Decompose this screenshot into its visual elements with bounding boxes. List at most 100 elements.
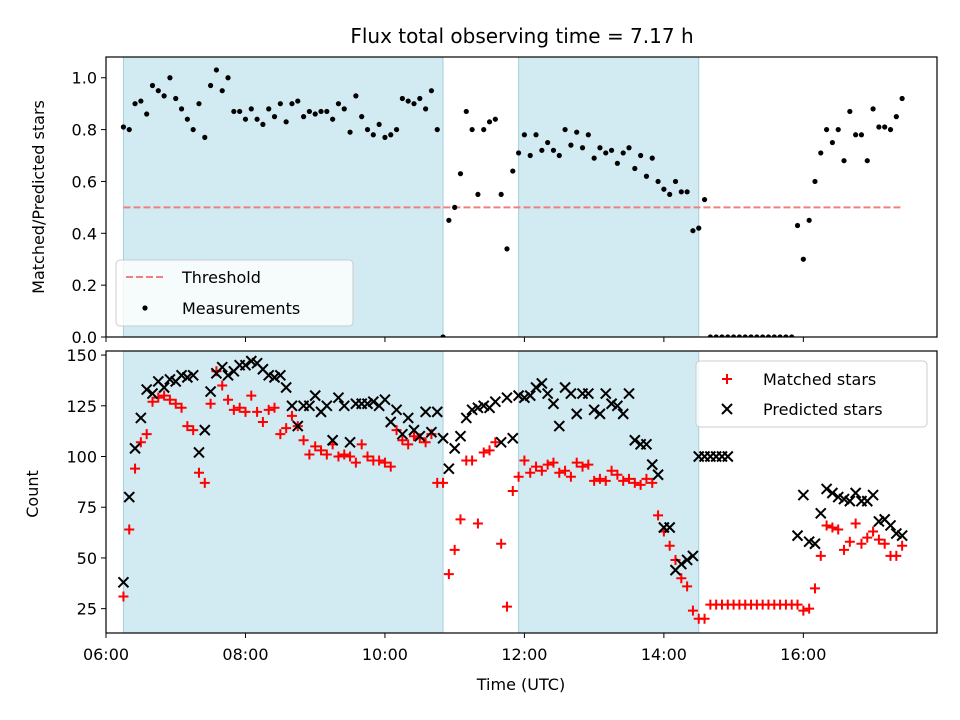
measurement-point	[614, 160, 620, 166]
predicted-star-point	[193, 446, 205, 459]
matched-star-point	[833, 524, 844, 535]
legend-box	[115, 259, 354, 327]
measurement-point	[847, 108, 853, 115]
measurement-point	[597, 145, 603, 151]
measurement-point	[748, 334, 754, 337]
matched-star-point	[286, 410, 297, 421]
measurement-point	[550, 147, 557, 153]
predicted-star-point	[652, 469, 664, 481]
matched-star-point	[496, 538, 507, 549]
bottom-x-tick-label: 06:00	[83, 645, 129, 664]
predicted-star-point	[309, 389, 321, 402]
predicted-star-point	[617, 408, 629, 420]
measurement-point	[760, 334, 766, 337]
matched-star-point	[618, 475, 629, 486]
measurement-point	[330, 116, 336, 122]
measurement-point	[347, 129, 353, 135]
matched-star-point	[507, 485, 518, 496]
matched-star-point	[478, 447, 489, 458]
matched-star-point	[298, 435, 309, 446]
measurement-point	[208, 82, 214, 89]
measurement-point	[260, 121, 266, 128]
matched-star-point	[827, 522, 838, 533]
matched-star-point	[583, 459, 594, 470]
predicted-star-point	[663, 521, 676, 534]
predicted-star-point	[884, 519, 897, 532]
matched-star-point	[897, 540, 908, 551]
measurement-point	[707, 334, 713, 337]
top-axes-frame	[105, 56, 938, 338]
measurement-point	[736, 334, 743, 337]
measurement-point	[818, 150, 824, 156]
matched-star-point	[850, 518, 861, 529]
measurement-point	[562, 126, 568, 133]
predicted-star-point	[623, 387, 635, 400]
matched-star-point	[629, 477, 640, 488]
predicted-star-point	[385, 416, 397, 428]
measurement-point	[277, 101, 283, 107]
measurement-point	[643, 173, 650, 179]
measurement-point	[504, 246, 510, 252]
bottom-y-tick-label: 100	[66, 447, 97, 466]
bottom-x-tick-label: 08:00	[222, 645, 268, 664]
measurement-point	[184, 116, 190, 122]
measurement-point	[219, 88, 225, 94]
measurement-point	[446, 217, 452, 223]
predicted-star-point	[274, 369, 287, 382]
matched-star-point	[600, 475, 611, 486]
matched-star-point	[542, 459, 553, 470]
measurement-point	[138, 98, 144, 104]
matched-star-point	[891, 550, 902, 561]
measurement-point	[498, 191, 504, 198]
matched-star-point	[513, 471, 524, 482]
measurement-point	[591, 155, 597, 161]
matched-star-point	[821, 520, 832, 531]
matched-star-point	[443, 569, 454, 580]
measurement-point	[713, 334, 719, 337]
measurement-point	[231, 108, 237, 115]
measurement-point	[190, 126, 196, 133]
measurement-point	[225, 75, 231, 81]
measurement-point	[324, 108, 330, 115]
predicted-star-point	[896, 529, 908, 542]
matched-star-point	[223, 394, 234, 405]
measurement-point	[515, 150, 522, 156]
measurement-point	[161, 93, 167, 99]
predicted-star-point	[565, 387, 577, 400]
measurement-point	[359, 114, 365, 120]
measurement-point	[841, 158, 847, 164]
legend-predicted-label: Predicted stars	[763, 400, 883, 419]
matched-star-point	[449, 544, 460, 555]
matched-star-point	[228, 404, 239, 415]
measurement-point	[196, 101, 202, 107]
bottom-x-tick-label: 12:00	[501, 645, 547, 664]
measurement-point	[800, 256, 806, 262]
measurement-point	[178, 106, 185, 112]
measurement-point	[626, 145, 632, 151]
predicted-star-point	[135, 412, 147, 424]
predicted-star-point	[204, 385, 217, 398]
measurement-point	[649, 155, 655, 161]
bottom-axes-frame	[105, 350, 938, 634]
predicted-star-point	[123, 491, 135, 503]
measurement-point	[765, 334, 772, 337]
predicted-star-point	[140, 383, 153, 396]
matched-star-point	[873, 534, 884, 545]
matched-star-point	[554, 467, 565, 478]
matched-star-point	[467, 455, 478, 466]
measurement-point	[312, 111, 318, 117]
predicted-star-point	[280, 381, 292, 394]
predicted-star-point	[524, 389, 536, 402]
measurement-point	[452, 204, 458, 210]
predicted-star-point	[338, 400, 350, 412]
predicted-star-point	[507, 432, 519, 444]
measurement-point	[428, 88, 435, 94]
bottom-y-tick-label: 150	[66, 346, 97, 365]
measurement-point	[533, 132, 539, 138]
predicted-star-point	[129, 442, 141, 455]
measurement-point	[388, 132, 394, 138]
predicted-star-point	[547, 398, 560, 410]
measurement-point	[556, 152, 562, 159]
measurement-point	[655, 178, 661, 185]
